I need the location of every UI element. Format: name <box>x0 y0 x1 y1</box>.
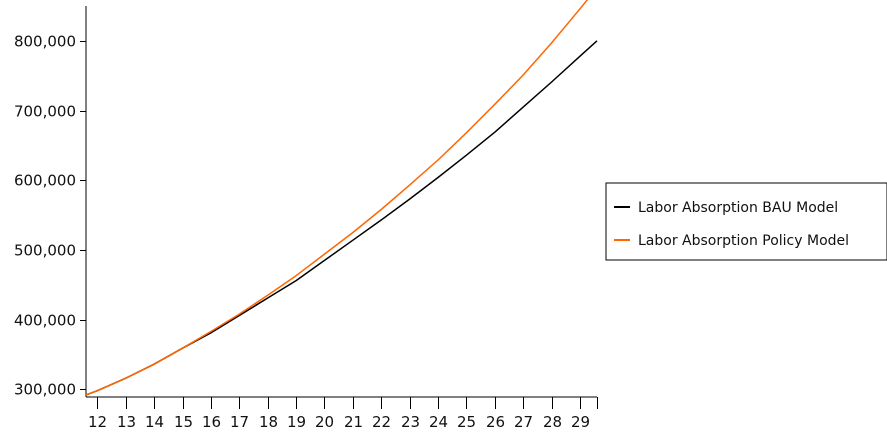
series-lines <box>85 0 598 396</box>
legend-label-bau: Labor Absorption BAU Model <box>638 200 838 216</box>
x-tick-label: 27 <box>514 413 533 431</box>
x-tick-label: 13 <box>117 413 136 431</box>
x-tick-label: 22 <box>372 413 391 431</box>
y-tick-label: 700,000 <box>14 103 76 121</box>
x-tick-label: 18 <box>259 413 278 431</box>
x-tick-label: 25 <box>457 413 476 431</box>
axes: 300,000 400,000 500,000 600,000 700,000 800,0… <box>14 6 598 431</box>
legend-box <box>605 182 887 261</box>
series-line-bau <box>85 40 598 396</box>
x-tick-label: 19 <box>287 413 306 431</box>
series-line-policy <box>85 0 589 396</box>
y-tick-label: 300,000 <box>14 381 76 399</box>
y-tick-label: 800,000 <box>14 33 76 51</box>
x-tick-label: 29 <box>571 413 590 431</box>
x-tick-label: 12 <box>88 413 107 431</box>
x-tick-label: 28 <box>543 413 562 431</box>
legend: Labor Absorption BAU Model Labor Absorpt… <box>605 182 887 261</box>
x-tick-label: 21 <box>344 413 363 431</box>
y-tick-label: 500,000 <box>14 242 76 260</box>
x-tick-label: 14 <box>145 413 164 431</box>
x-tick-label: 16 <box>202 413 221 431</box>
x-tick-label: 24 <box>429 413 448 431</box>
y-tick-label: 600,000 <box>14 172 76 190</box>
x-tick-label: 15 <box>174 413 193 431</box>
x-tick-label: 17 <box>230 413 249 431</box>
x-tick-label: 23 <box>401 413 420 431</box>
legend-label-policy: Labor Absorption Policy Model <box>638 233 849 249</box>
x-tick-label: 26 <box>486 413 505 431</box>
y-tick-label: 400,000 <box>14 312 76 330</box>
x-tick-label: 20 <box>315 413 334 431</box>
